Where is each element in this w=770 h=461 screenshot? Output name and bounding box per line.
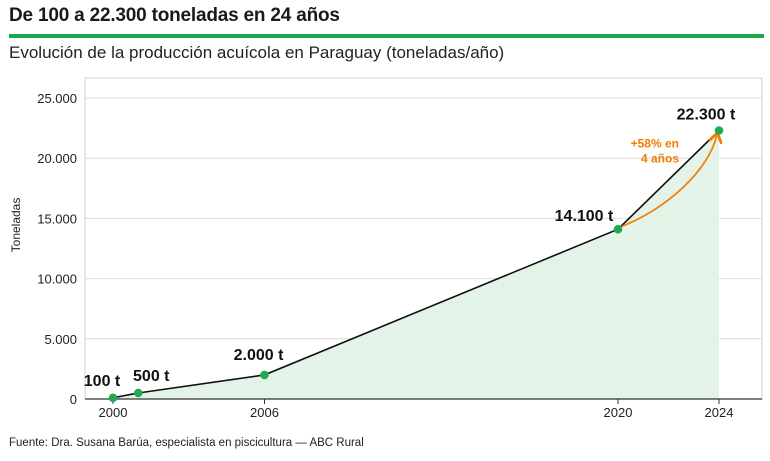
chart-subtitle: Evolución de la producción acuícola en P… <box>9 43 505 62</box>
x-tick-label: 2000 <box>99 405 128 420</box>
x-tick-label: 2006 <box>250 405 279 420</box>
annotation-line-1: +58% en <box>631 137 679 151</box>
data-point <box>613 224 623 234</box>
y-tick-label: 15.000 <box>37 211 77 226</box>
data-label: 500 t <box>133 368 170 385</box>
x-tick-label: 2020 <box>604 405 633 420</box>
y-tick-label: 0 <box>70 392 77 407</box>
data-label: 2.000 t <box>234 347 284 364</box>
data-label: 100 t <box>84 373 121 390</box>
growth-arrow <box>621 135 717 228</box>
data-label: 14.100 t <box>555 208 614 225</box>
chart-title: De 100 a 22.300 toneladas en 24 años <box>9 5 340 26</box>
area-under-line <box>113 130 719 399</box>
data-label: 22.300 t <box>677 107 736 124</box>
annotation-line-2: 4 años <box>641 152 679 166</box>
data-point <box>133 388 143 398</box>
source-note: Fuente: Dra. Susana Barúa, especialista … <box>9 437 364 449</box>
data-point <box>260 370 269 380</box>
y-tick-label: 20.000 <box>37 151 77 166</box>
x-tick-label: 2024 <box>705 405 734 420</box>
y-tick-label: 25.000 <box>37 91 77 106</box>
data-point <box>714 126 724 135</box>
title-rule <box>9 34 764 38</box>
y-tick-label: 5.000 <box>44 332 77 347</box>
data-point <box>108 393 118 403</box>
y-axis-label: Toneladas <box>9 198 23 253</box>
y-tick-label: 10.000 <box>37 272 77 287</box>
